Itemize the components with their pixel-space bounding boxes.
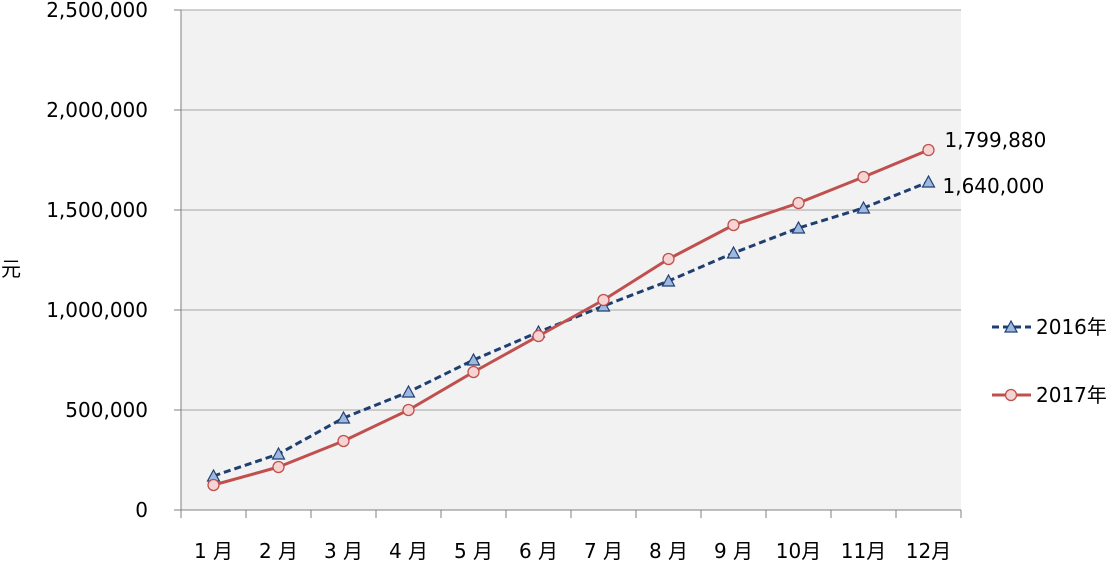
data-point bbox=[402, 403, 415, 417]
y-tick-label: 500,000 bbox=[65, 398, 148, 422]
data-point bbox=[922, 143, 935, 157]
x-tick-label: 9 月 bbox=[714, 539, 753, 562]
legend-item: 2016年 bbox=[992, 315, 1107, 339]
triangle-marker bbox=[726, 245, 741, 259]
data-point bbox=[532, 329, 545, 343]
triangle-marker bbox=[1003, 319, 1019, 333]
axes bbox=[174, 9, 962, 518]
circle-marker bbox=[207, 478, 220, 492]
circle-marker bbox=[272, 460, 285, 474]
y-tick-label: 1,000,000 bbox=[46, 298, 148, 322]
triangle-marker bbox=[661, 273, 676, 287]
triangle-marker bbox=[336, 410, 351, 424]
series-group bbox=[206, 143, 936, 492]
y-tick-label: 1,500,000 bbox=[46, 198, 148, 222]
data-point bbox=[466, 352, 481, 366]
legend-label: 2017年 bbox=[1036, 383, 1107, 407]
end-value-label: 1,799,880 bbox=[945, 128, 1047, 152]
x-tick-label: 3 月 bbox=[324, 539, 363, 562]
triangle-marker bbox=[466, 352, 481, 366]
x-axis-tick-labels: 1 月 2 月 3 月 4 月 5 月 6 月 7 月 8 月 9 月 10月 11月 12月 bbox=[194, 539, 951, 562]
y-tick-label: 2,500,000 bbox=[46, 0, 148, 22]
end-value-labels: 1,640,000 1,799,880 bbox=[943, 128, 1047, 198]
circle-marker bbox=[727, 218, 740, 232]
data-point bbox=[336, 410, 351, 424]
circle-marker bbox=[662, 252, 675, 266]
x-tick-label: 8 月 bbox=[649, 539, 688, 562]
circle-marker bbox=[857, 170, 870, 184]
x-tick-label: 4 月 bbox=[389, 539, 428, 562]
triangle-marker bbox=[921, 174, 936, 188]
series-line bbox=[213, 148, 930, 487]
data-point bbox=[791, 220, 806, 234]
x-tick-label: 1 月 bbox=[194, 539, 233, 562]
end-value-label: 1,640,000 bbox=[943, 174, 1045, 198]
circle-marker bbox=[597, 293, 610, 307]
data-point bbox=[856, 200, 871, 214]
y-tick-label: 2,000,000 bbox=[46, 98, 148, 122]
data-point bbox=[662, 252, 675, 266]
x-tick-label: 12月 bbox=[906, 539, 951, 562]
circle-marker bbox=[337, 434, 350, 448]
triangle-marker bbox=[791, 220, 806, 234]
legend-item: 2017年 bbox=[992, 383, 1107, 407]
x-tick-label: 10月 bbox=[776, 539, 821, 562]
data-point bbox=[921, 174, 936, 188]
y-axis-label: 元 bbox=[1, 257, 21, 281]
data-point bbox=[272, 460, 285, 474]
data-point bbox=[271, 446, 286, 460]
y-axis-tick-labels: 0 500,000 1,000,000 1,500,000 2,000,000 2,500… bbox=[46, 0, 148, 522]
data-point bbox=[207, 478, 220, 492]
triangle-marker bbox=[856, 200, 871, 214]
circle-marker bbox=[922, 143, 935, 157]
data-point bbox=[337, 434, 350, 448]
triangle-marker bbox=[401, 384, 416, 398]
triangle-marker bbox=[271, 446, 286, 460]
circle-marker bbox=[532, 329, 545, 343]
x-tick-label: 11月 bbox=[841, 539, 886, 562]
y-tick-label: 0 bbox=[135, 498, 148, 522]
circle-marker bbox=[792, 196, 805, 210]
data-point bbox=[467, 365, 480, 379]
data-point bbox=[857, 170, 870, 184]
data-point bbox=[661, 273, 676, 287]
x-tick-label: 2 月 bbox=[259, 539, 298, 562]
data-point bbox=[401, 384, 416, 398]
legend-label: 2016年 bbox=[1036, 315, 1107, 339]
data-point bbox=[726, 245, 741, 259]
data-point bbox=[727, 218, 740, 232]
circle-marker bbox=[467, 365, 480, 379]
series-2 bbox=[207, 143, 935, 492]
plot-area bbox=[181, 10, 961, 510]
x-tick-label: 5 月 bbox=[454, 539, 493, 562]
legend: 2016年 2017年 bbox=[992, 315, 1107, 407]
gridlines bbox=[181, 9, 961, 411]
x-tick-label: 6 月 bbox=[519, 539, 558, 562]
data-point bbox=[597, 293, 610, 307]
circle-marker bbox=[402, 403, 415, 417]
data-point bbox=[792, 196, 805, 210]
x-tick-label: 7 月 bbox=[584, 539, 623, 562]
circle-marker bbox=[1004, 388, 1018, 402]
